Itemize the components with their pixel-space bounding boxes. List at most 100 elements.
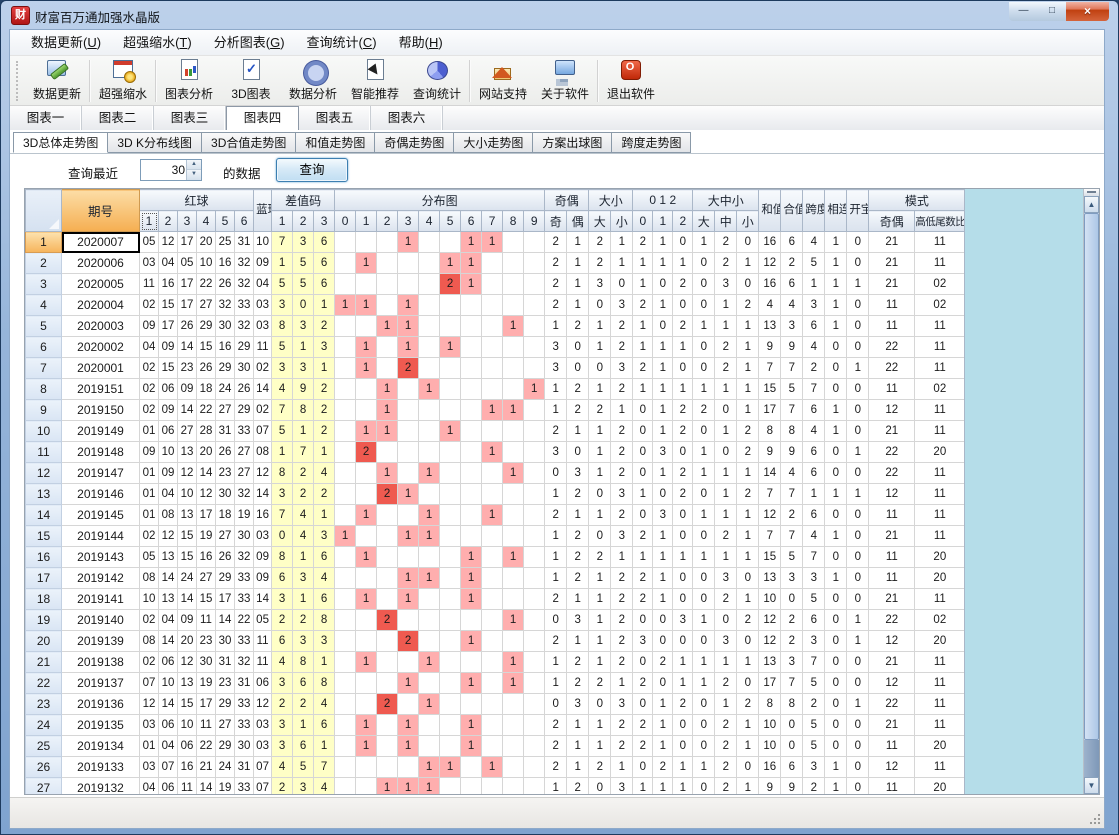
cell-diff-value[interactable]: 4: [313, 777, 336, 794]
cell-dist-4[interactable]: [418, 609, 441, 631]
cell-kaibao[interactable]: 0: [846, 399, 870, 421]
cell-diff-value[interactable]: 2: [313, 399, 336, 421]
cell-diff-value[interactable]: 5: [292, 273, 315, 295]
cell-dist-2[interactable]: [376, 546, 399, 568]
cell-dist-9[interactable]: [523, 315, 546, 337]
cell-dist-1[interactable]: [355, 315, 378, 337]
cell-diff-value[interactable]: 2: [271, 777, 294, 794]
cell-big-mid-small[interactable]: 1: [692, 462, 716, 484]
cell-odd-even[interactable]: 0: [544, 609, 568, 631]
cell-red-ball[interactable]: 29: [215, 735, 235, 757]
cell-012[interactable]: 1: [652, 525, 674, 547]
cell-dist-5[interactable]: [439, 525, 462, 547]
cell-red-ball[interactable]: 24: [177, 567, 197, 589]
cell-red-ball[interactable]: 06: [158, 420, 178, 442]
cell-big-mid-small[interactable]: 0: [692, 777, 716, 794]
cell-span[interactable]: 6: [802, 399, 826, 421]
header-mode-tail-ratio[interactable]: 高低尾数比: [914, 210, 966, 232]
cell-red-ball[interactable]: 15: [177, 525, 197, 547]
cell-diff-value[interactable]: 3: [271, 714, 294, 736]
cell-red-ball[interactable]: 15: [177, 546, 197, 568]
cell-dist-2[interactable]: 1: [376, 378, 399, 400]
cell-dist-4[interactable]: 1: [418, 651, 441, 673]
cell-blue-ball[interactable]: 14: [253, 378, 273, 400]
cell-dist-1[interactable]: 1: [355, 420, 378, 442]
cell-012[interactable]: 0: [652, 630, 674, 652]
cell-big-small[interactable]: 1: [610, 231, 634, 253]
cell-blue-ball[interactable]: 09: [253, 546, 273, 568]
cell-dist-5[interactable]: [439, 357, 462, 379]
cell-012[interactable]: 1: [652, 378, 674, 400]
cell-big-small[interactable]: 3: [610, 483, 634, 505]
tab-图表四[interactable]: 图表四: [226, 106, 299, 131]
cell-big-mid-small[interactable]: 1: [714, 546, 738, 568]
cell-dist-8[interactable]: [502, 336, 525, 358]
cell-big-mid-small[interactable]: 1: [714, 420, 738, 442]
cell-adjacent[interactable]: 1: [824, 252, 848, 274]
cell-012[interactable]: 1: [672, 252, 694, 274]
cell-dist-9[interactable]: [523, 504, 546, 526]
cell-row-index[interactable]: 11: [25, 441, 62, 463]
cell-odd-even[interactable]: 0: [566, 336, 590, 358]
cell-dist-8[interactable]: [502, 378, 525, 400]
cell-adjacent[interactable]: 0: [824, 462, 848, 484]
cell-red-ball[interactable]: 13: [177, 504, 197, 526]
cell-diff-value[interactable]: 3: [313, 336, 336, 358]
cell-dist-2[interactable]: [376, 231, 399, 253]
cell-red-ball[interactable]: 10: [158, 441, 178, 463]
cell-big-mid-small[interactable]: 2: [714, 714, 738, 736]
cell-diff-value[interactable]: 2: [271, 609, 294, 631]
cell-dist-8[interactable]: 1: [502, 672, 525, 694]
cell-012[interactable]: 0: [652, 609, 674, 631]
cell-dist-9[interactable]: [523, 252, 546, 274]
cell-blue-ball[interactable]: 03: [253, 525, 273, 547]
cell-big-mid-small[interactable]: 0: [736, 567, 760, 589]
cell-big-mid-small[interactable]: 0: [714, 399, 738, 421]
cell-odd-even[interactable]: 2: [544, 252, 568, 274]
cell-dist-4[interactable]: [418, 294, 441, 316]
toolbar-button-about-software[interactable]: 关于软件: [534, 59, 596, 102]
cell-dist-0[interactable]: [334, 756, 357, 778]
cell-012[interactable]: 0: [672, 294, 694, 316]
toolbar-button-3d-chart[interactable]: 3D图表: [220, 59, 282, 102]
cell-mode-oddeven[interactable]: 21: [868, 588, 916, 610]
header-red-5[interactable]: 5: [215, 210, 235, 232]
cell-012[interactable]: 0: [632, 441, 654, 463]
cell-period[interactable]: 2020002: [61, 336, 140, 358]
cell-blue-ball[interactable]: 06: [253, 672, 273, 694]
cell-span[interactable]: 7: [802, 378, 826, 400]
cell-dist-1[interactable]: 1: [355, 651, 378, 673]
cell-big-mid-small[interactable]: 1: [736, 525, 760, 547]
cell-mode-tail[interactable]: 02: [914, 294, 966, 316]
header-dist-2[interactable]: 2: [376, 210, 399, 232]
cell-dist-7[interactable]: [481, 420, 504, 442]
cell-dist-5[interactable]: [439, 399, 462, 421]
cell-blue-ball[interactable]: 14: [253, 588, 273, 610]
cell-kaibao[interactable]: 0: [846, 588, 870, 610]
header-dist-8[interactable]: 8: [502, 210, 525, 232]
tab-图表六[interactable]: 图表六: [371, 106, 443, 131]
cell-012[interactable]: 0: [652, 672, 674, 694]
header-bms-sub[interactable]: 大: [692, 210, 716, 232]
cell-big-small[interactable]: 3: [610, 693, 634, 715]
cell-dist-8[interactable]: 1: [502, 462, 525, 484]
cell-red-ball[interactable]: 02: [139, 357, 159, 379]
cell-span[interactable]: 5: [802, 672, 826, 694]
cell-diff-value[interactable]: 3: [271, 483, 294, 505]
cell-diff-value[interactable]: 8: [271, 315, 294, 337]
cell-red-ball[interactable]: 30: [215, 630, 235, 652]
cell-dist-2[interactable]: 2: [376, 693, 399, 715]
cell-mode-oddeven[interactable]: 12: [868, 399, 916, 421]
cell-big-mid-small[interactable]: 0: [692, 714, 716, 736]
cell-period[interactable]: 2019149: [61, 420, 140, 442]
cell-012[interactable]: 0: [632, 693, 654, 715]
cell-big-mid-small[interactable]: 1: [714, 315, 738, 337]
cell-big-small[interactable]: 2: [588, 756, 612, 778]
cell-red-ball[interactable]: 09: [139, 441, 159, 463]
cell-dist-2[interactable]: 1: [376, 420, 399, 442]
cell-dist-5[interactable]: [439, 567, 462, 589]
cell-dist-8[interactable]: 1: [502, 315, 525, 337]
cell-012[interactable]: 2: [672, 462, 694, 484]
cell-dist-3[interactable]: 1: [397, 294, 420, 316]
cell-span[interactable]: 7: [802, 546, 826, 568]
